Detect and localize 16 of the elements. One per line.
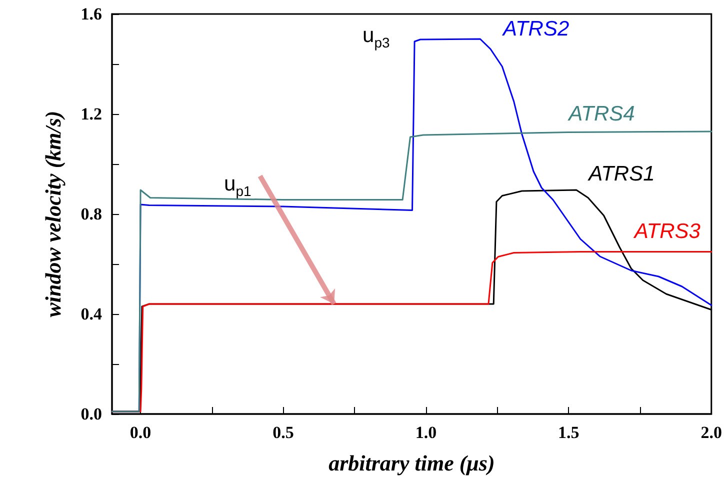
x-tick-label: 1.0 — [415, 423, 437, 442]
x-tick-label: 0.5 — [272, 423, 294, 442]
series-label: ATRS1 — [586, 162, 655, 186]
y-tick-label: 0.0 — [80, 404, 102, 424]
x-tick-label: 1.5 — [558, 423, 580, 442]
x-tick-label: 0.0 — [130, 423, 152, 442]
series-label: ATRS3 — [632, 220, 701, 243]
x-axis-title: arbitrary time (μs) — [328, 450, 495, 476]
y-tick-label: 1.2 — [80, 104, 102, 124]
y-tick-label: 1.6 — [80, 4, 102, 24]
series-label: ATRS2 — [501, 18, 570, 40]
y-tick-label: 0.4 — [80, 304, 102, 324]
y-axis-title: window velocity (km/s) — [40, 110, 66, 318]
series-label: ATRS4 — [566, 102, 635, 126]
x-tick-label: 2.0 — [700, 423, 722, 442]
y-tick-label: 0.8 — [80, 204, 102, 224]
